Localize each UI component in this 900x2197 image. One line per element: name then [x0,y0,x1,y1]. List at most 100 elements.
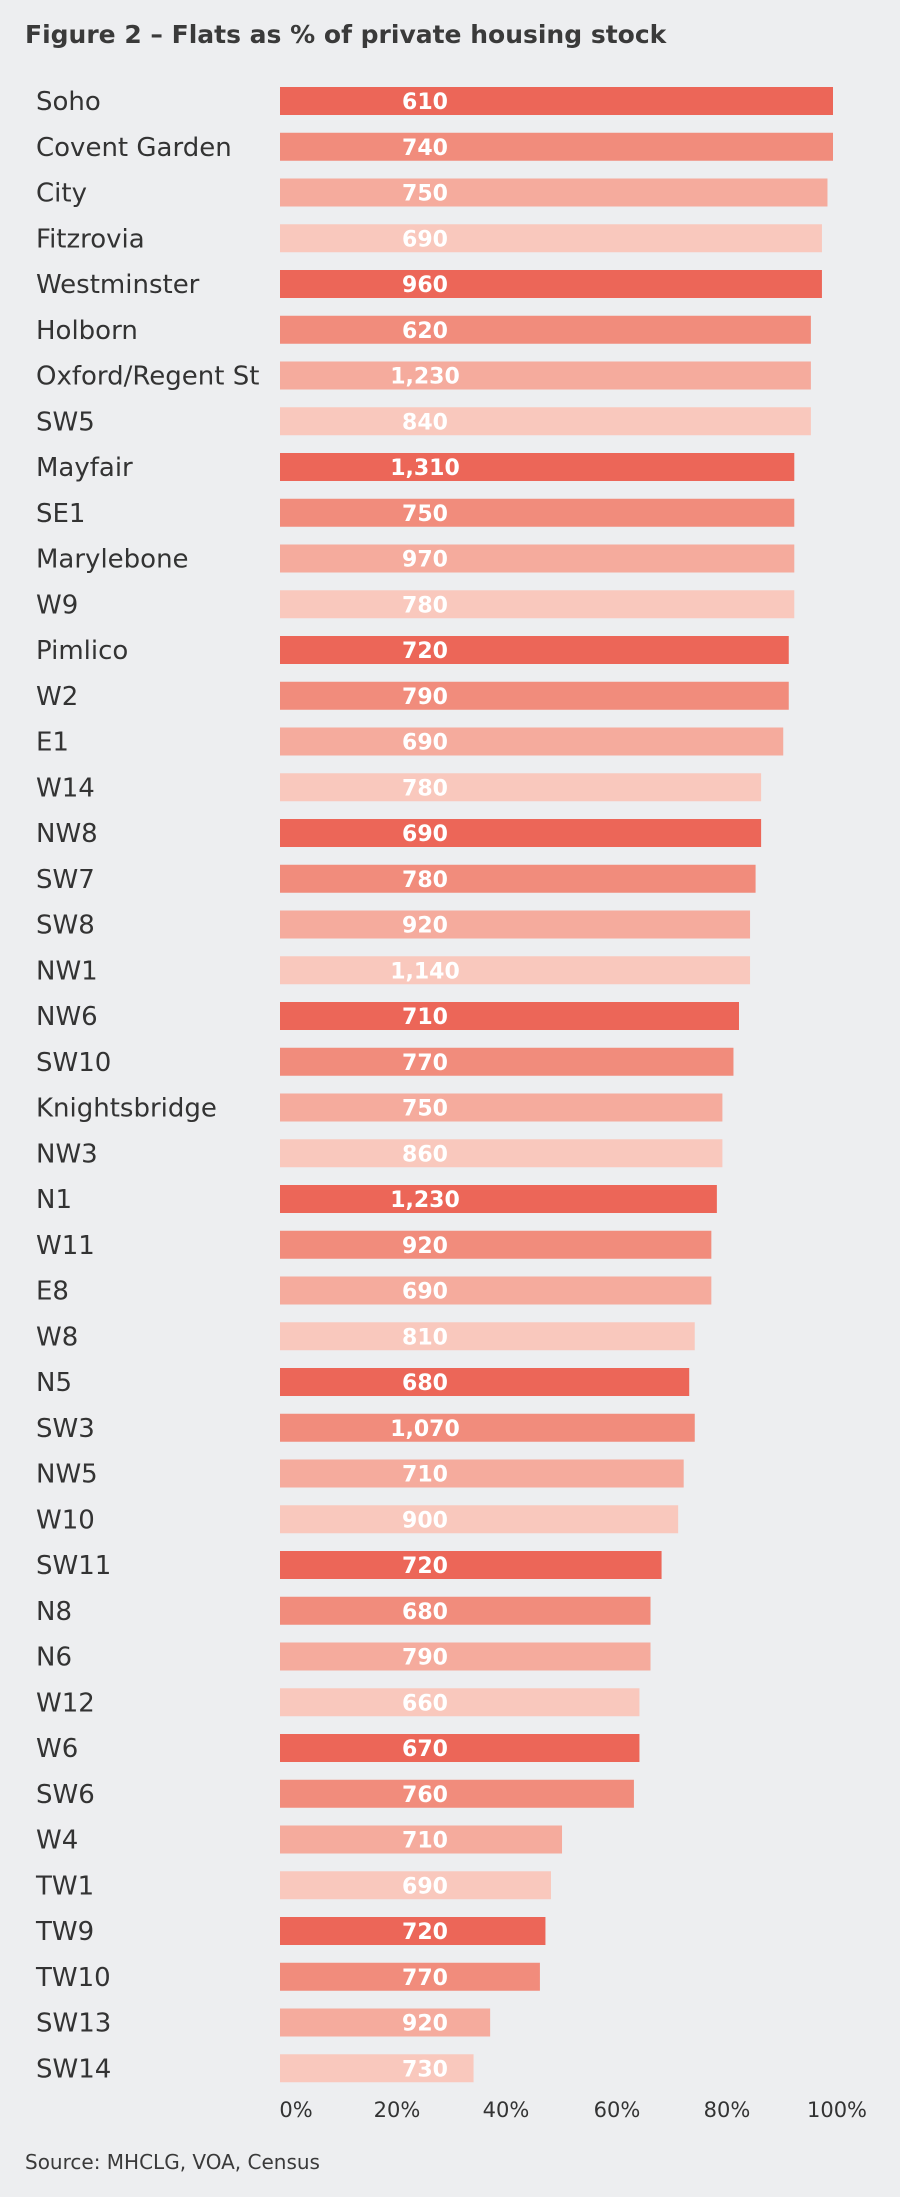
bar-value-label: 920 [402,2012,448,2037]
bar-value-label: 900 [402,1508,448,1533]
bar [280,1459,684,1488]
bar [280,1825,563,1854]
bar [280,315,811,344]
bar-value-label: 750 [402,1097,448,1122]
category-label: N1 [36,1185,72,1215]
bar-value-label: 690 [402,227,448,252]
bar [280,1368,690,1396]
bar-value-label: 1,230 [390,1188,460,1213]
category-label: City [36,179,87,209]
bar-value-label: 920 [402,914,448,939]
x-tick-label: 40% [483,2098,530,2122]
bar [280,132,833,161]
category-label: Covent Garden [36,133,232,163]
bar [280,1413,695,1442]
category-label: SW5 [36,407,95,437]
bar-value-label: 770 [402,1966,448,1991]
category-label: Oxford/Regent St [36,362,259,392]
bar [280,1871,551,1900]
bar [280,2008,491,2037]
category-label: Marylebone [36,545,189,575]
bar [280,270,822,298]
bar [280,1322,695,1351]
bar-value-label: 710 [402,1463,448,1488]
category-label: SW3 [36,1414,95,1444]
category-label: Fitzrovia [36,224,145,254]
bar-value-label: 760 [402,1783,448,1808]
bar [280,1505,679,1534]
bar [280,1276,712,1305]
bar [280,773,762,802]
bar [280,453,795,481]
category-label: NW3 [36,1139,98,1169]
chart-title: Figure 2 – Flats as % of private housing… [25,20,667,49]
bar-value-label: 720 [402,639,448,664]
bar-value-label: 660 [402,1691,448,1716]
bar-value-label: 920 [402,1234,448,1259]
category-label: N5 [36,1368,72,1398]
category-label: SE1 [36,499,85,529]
bar-value-label: 780 [402,868,448,893]
bar-value-label: 680 [402,1371,448,1396]
bar-value-label: 810 [402,1325,448,1350]
category-label: W8 [36,1322,78,1352]
bar-value-label: 730 [402,2057,448,2082]
category-label: N6 [36,1643,72,1673]
bar-value-label: 690 [402,731,448,756]
category-label: W2 [36,682,78,712]
category-label: TW10 [35,1963,111,1993]
category-label: SW13 [36,2009,111,2039]
x-tick-label: 20% [374,2098,421,2122]
bar [280,1093,723,1122]
category-label: W6 [36,1734,78,1764]
bar [280,498,795,527]
bar-value-label: 720 [402,1920,448,1945]
bar [280,224,822,253]
category-label: E8 [36,1277,69,1307]
category-label: Knightsbridge [36,1094,217,1124]
bar-value-label: 670 [402,1737,448,1762]
bar-value-label: 1,310 [390,456,460,481]
bar [280,636,789,664]
category-label: SW14 [36,2054,111,2084]
source-note: Source: MHCLG, VOA, Census [25,2150,320,2174]
bar-value-label: 680 [402,1600,448,1625]
bar-value-label: 690 [402,1874,448,1899]
bar [280,1551,662,1579]
x-tick-label: 60% [594,2098,641,2122]
category-label: TW9 [35,1917,94,1947]
bar [280,1185,717,1213]
x-tick-label: 100% [807,2098,867,2122]
x-tick-label: 80% [704,2098,751,2122]
bar [280,407,811,436]
category-label: W9 [36,590,78,620]
x-tick-label: 0% [279,2098,312,2122]
category-label: Westminster [36,270,200,300]
bar-value-label: 690 [402,822,448,847]
bar-value-label: 840 [402,410,448,435]
bar-value-label: 690 [402,1280,448,1305]
bar [280,727,784,756]
bar-value-label: 790 [402,1646,448,1671]
bar-value-label: 780 [402,776,448,801]
category-label: Soho [36,87,101,117]
bar [280,910,751,939]
bar [280,681,789,710]
bar-value-label: 750 [402,502,448,527]
bar [280,864,756,893]
bar [280,1779,634,1808]
category-label: Pimlico [36,636,128,666]
category-label: W4 [36,1826,78,1856]
bar-value-label: 780 [402,593,448,618]
category-label: SW7 [36,865,95,895]
category-label: W12 [36,1688,95,1718]
bar [280,1047,734,1076]
bar [280,1962,540,1991]
category-label: E1 [36,728,69,758]
bar-value-label: 970 [402,548,448,573]
category-label: TW1 [35,1871,94,1901]
category-label: Mayfair [36,453,133,483]
category-label: W14 [36,773,95,803]
category-label: SW10 [36,1048,111,1078]
